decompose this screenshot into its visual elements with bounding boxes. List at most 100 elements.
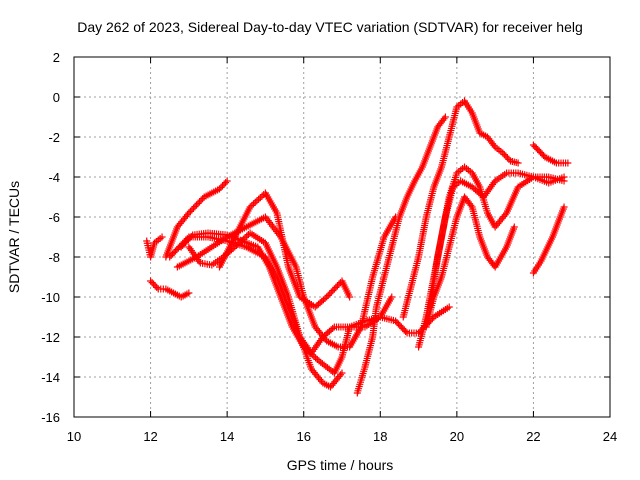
data-point-marker — [256, 194, 264, 202]
data-point-marker — [186, 207, 194, 215]
y-tick-label: -12 — [41, 330, 60, 345]
y-tick-label: -8 — [48, 250, 60, 265]
data-point-marker — [329, 324, 337, 332]
satellite-track-9 — [399, 97, 522, 321]
y-tick-label: -6 — [48, 210, 60, 225]
data-point-marker — [250, 200, 258, 208]
data-point-marker — [332, 283, 340, 291]
data-point-marker — [502, 152, 510, 160]
data-layer — [143, 97, 572, 397]
data-point-marker — [246, 203, 254, 211]
data-point-marker — [308, 351, 316, 359]
data-point-marker — [238, 237, 246, 245]
satellite-track-1 — [162, 177, 231, 261]
data-point-marker — [338, 369, 346, 377]
data-point-marker — [490, 141, 498, 149]
y-tick-label: -14 — [41, 370, 60, 385]
data-point-marker — [241, 234, 249, 242]
satellite-track-11 — [426, 169, 568, 311]
data-point-marker — [445, 303, 453, 311]
x-tick-label: 16 — [296, 429, 310, 444]
data-point-marker — [335, 280, 343, 288]
data-point-marker — [236, 238, 244, 246]
data-point-marker — [197, 196, 205, 204]
data-point-marker — [239, 235, 247, 243]
data-point-marker — [220, 180, 228, 188]
data-point-marker — [499, 149, 507, 157]
data-point-marker — [191, 203, 199, 211]
data-point-marker — [215, 185, 223, 193]
data-point-marker — [327, 288, 335, 296]
data-point-marker — [467, 201, 475, 209]
data-point-marker — [310, 352, 318, 360]
data-point-marker — [388, 293, 396, 301]
data-point-marker — [326, 290, 334, 298]
y-tick-label: -16 — [41, 410, 60, 425]
y-tick-label: -2 — [48, 130, 60, 145]
y-tick-label: 0 — [53, 90, 60, 105]
data-point-marker — [222, 179, 230, 187]
data-point-marker — [323, 293, 331, 301]
x-tick-label: 14 — [220, 429, 234, 444]
data-point-marker — [251, 198, 259, 206]
data-point-marker — [248, 201, 256, 209]
data-point-marker — [500, 151, 508, 159]
chart-title: Day 262 of 2023, Sidereal Day-to-day VTE… — [77, 19, 583, 35]
data-point-marker — [321, 294, 329, 302]
data-point-marker — [564, 159, 572, 167]
data-point-marker — [150, 280, 158, 288]
data-point-marker — [147, 277, 155, 285]
data-point-marker — [560, 203, 568, 211]
data-point-marker — [151, 282, 159, 290]
x-axis-label: GPS time / hours — [287, 457, 394, 473]
y-tick-label: -10 — [41, 290, 60, 305]
data-point-marker — [185, 289, 193, 297]
data-point-marker — [148, 279, 156, 287]
data-point-marker — [194, 199, 202, 207]
data-point-marker — [307, 349, 315, 357]
data-point-marker — [441, 113, 449, 121]
data-point-marker — [440, 115, 448, 123]
data-point-marker — [514, 159, 522, 167]
data-point-marker — [223, 177, 231, 185]
data-point-marker — [187, 233, 195, 240]
data-point-marker — [312, 354, 320, 362]
satellite-track-8 — [353, 113, 449, 397]
data-point-marker — [324, 291, 332, 299]
data-point-marker — [234, 240, 242, 248]
data-point-marker — [243, 232, 251, 240]
data-point-marker — [333, 282, 341, 290]
y-tick-label: 2 — [53, 50, 60, 65]
data-point-marker — [346, 293, 354, 301]
data-point-marker — [330, 285, 338, 293]
satellite-track-6 — [185, 229, 346, 391]
data-point-marker — [185, 209, 193, 217]
data-point-marker — [196, 198, 204, 206]
data-point-marker — [503, 154, 511, 162]
data-point-marker — [258, 192, 266, 200]
data-point-marker — [255, 195, 263, 203]
satellite-track-14 — [529, 203, 568, 277]
x-tick-label: 22 — [526, 429, 540, 444]
satellite-track-13 — [529, 141, 572, 167]
y-tick-label: -4 — [48, 170, 60, 185]
satellite-track-5 — [147, 277, 193, 301]
data-point-marker — [189, 204, 197, 212]
x-tick-label: 24 — [603, 429, 617, 444]
data-point-marker — [560, 173, 568, 181]
satellite-track-12 — [422, 193, 518, 331]
satellite-track-15 — [143, 233, 166, 261]
data-point-marker — [329, 287, 337, 295]
x-tick-label: 20 — [450, 429, 464, 444]
data-point-marker — [153, 283, 161, 291]
x-tick-label: 10 — [67, 429, 81, 444]
data-point-marker — [188, 206, 196, 214]
data-point-marker — [402, 328, 410, 335]
data-point-marker — [217, 183, 225, 191]
data-point-marker — [193, 201, 201, 209]
data-point-marker — [219, 182, 227, 190]
data-point-marker — [253, 197, 261, 205]
y-axis-label: SDTVAR / TECUs — [6, 181, 22, 293]
